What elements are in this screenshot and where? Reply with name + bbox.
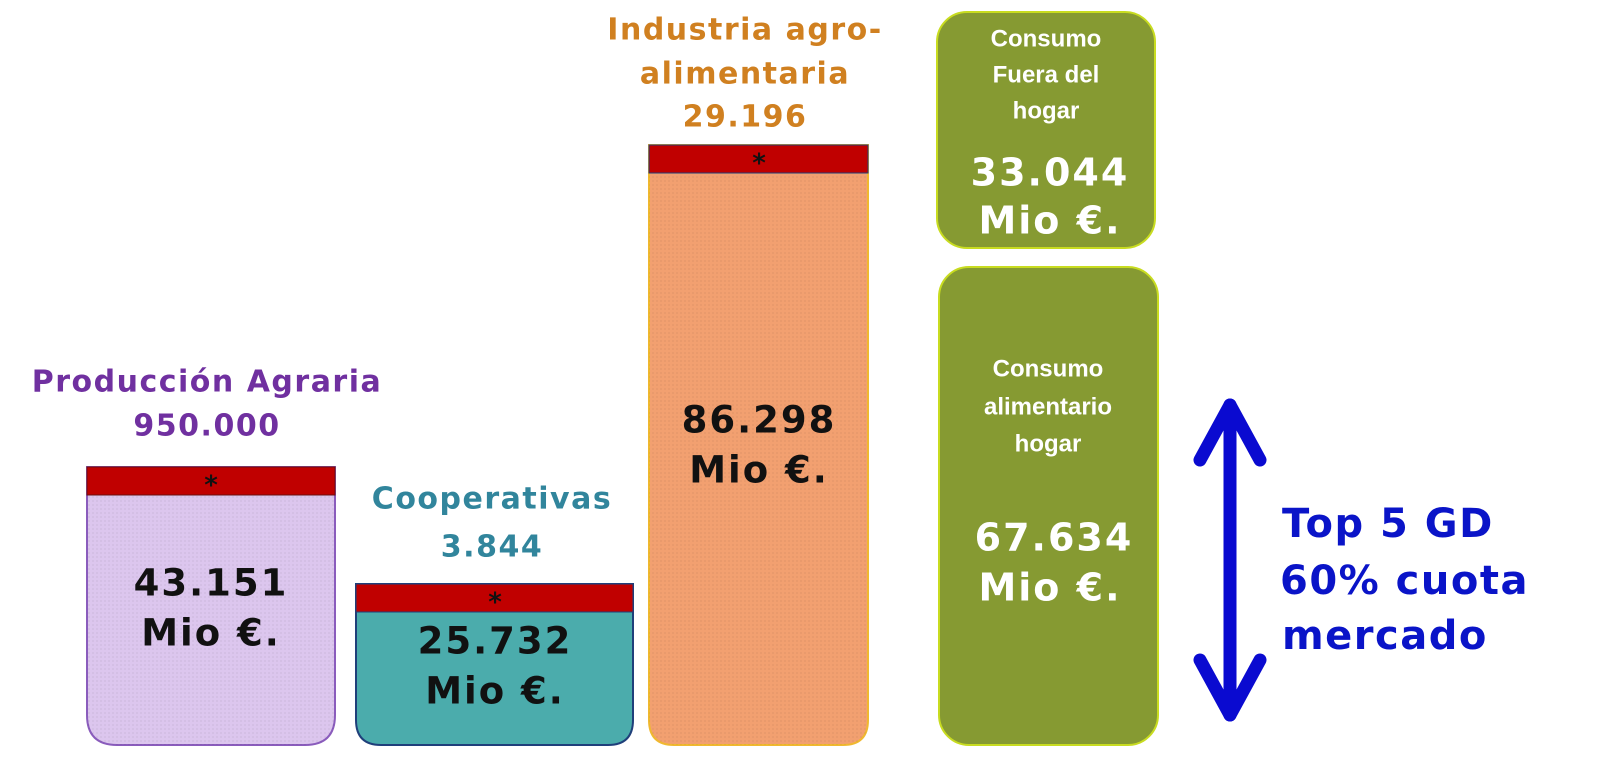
column-title: alimentaria: [640, 57, 850, 92]
consumption-unit: Mio €.: [978, 199, 1121, 243]
consumption-value: 33.044: [971, 151, 1130, 195]
cap-star: *: [752, 149, 766, 179]
column-title: 29.196: [683, 100, 808, 135]
column-box: [355, 583, 634, 746]
note: mercado: [1282, 613, 1488, 659]
column-title: Producción Agraria: [32, 365, 383, 400]
column-unit: Mio €.: [141, 612, 281, 655]
texture: [87, 467, 335, 745]
note: 60% cuota: [1280, 558, 1529, 604]
column-unit: Mio €.: [425, 670, 565, 713]
double-arrow: [1193, 398, 1267, 722]
column-cap: [355, 583, 634, 613]
consumption-value: 67.634: [975, 516, 1134, 560]
column-unit: Mio €.: [689, 449, 829, 492]
texture: [649, 145, 868, 745]
column-cap: [86, 466, 336, 496]
column-title: 3.844: [441, 530, 543, 565]
consumption-unit: Mio €.: [978, 566, 1121, 610]
column-cap: [648, 144, 869, 174]
column-value: 86.298: [682, 399, 837, 442]
consumption-title: hogar: [1015, 430, 1082, 457]
column-value: 43.151: [134, 562, 289, 605]
column-title: 950.000: [133, 409, 280, 444]
consumption-title: hogar: [1013, 97, 1080, 124]
cap-star: *: [204, 471, 218, 501]
column-title: Cooperativas: [372, 482, 612, 517]
cap-star: *: [488, 588, 502, 618]
consumption-title: Fuera del: [993, 61, 1100, 88]
column-value: 25.732: [418, 620, 573, 663]
consumption-title: Consumo: [993, 355, 1104, 382]
consumption-box: [936, 11, 1156, 249]
column-title: Industria agro-: [607, 13, 882, 48]
consumption-title: alimentario: [984, 393, 1112, 420]
consumption-title: Consumo: [991, 25, 1102, 52]
note: Top 5 GD: [1282, 501, 1494, 547]
consumption-box: [938, 266, 1159, 746]
